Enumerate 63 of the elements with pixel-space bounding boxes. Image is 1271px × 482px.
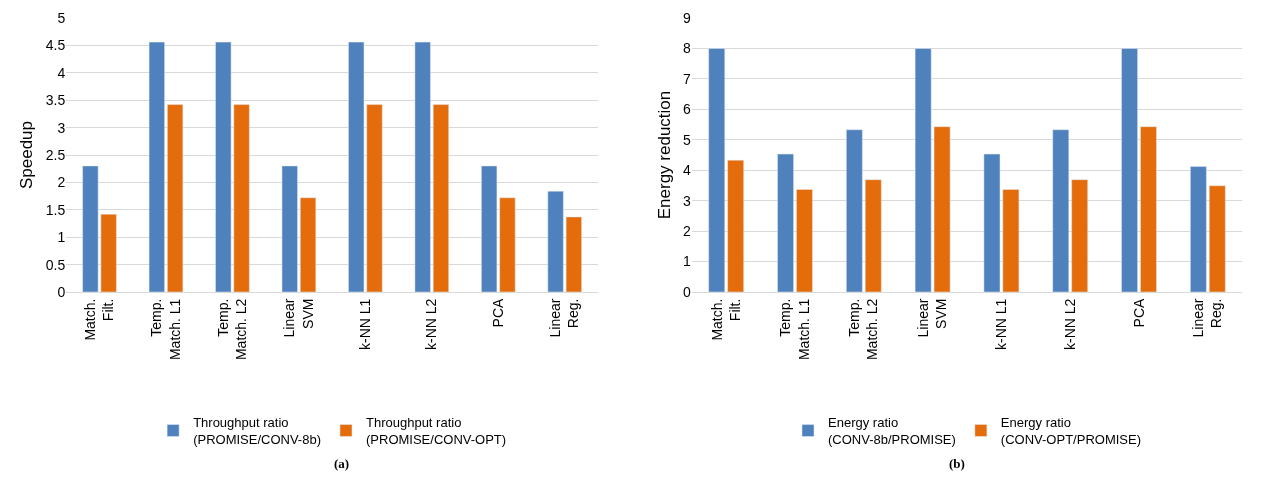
x-tick-label: k-NN L2 — [423, 298, 440, 350]
x-tick-label: Temp. Match. L1 — [777, 298, 812, 361]
y-tick-label: 3 — [57, 119, 66, 136]
y-tick-label: 6 — [683, 101, 691, 118]
y-tick-label: 3 — [683, 192, 691, 209]
bar — [846, 129, 863, 292]
legend-label: Throughput ratio (PROMISE/CONV-OPT) — [365, 415, 507, 447]
y-tick-label: 0.5 — [45, 256, 66, 273]
y-tick-label: 2.5 — [45, 146, 66, 163]
x-tick-label: Match. Filt. — [708, 298, 743, 341]
y-tick-label: 8 — [683, 40, 691, 57]
bar — [167, 104, 184, 292]
x-tick-label: Linear SVM — [915, 298, 950, 338]
x-tick-label: k-NN L1 — [992, 298, 1009, 350]
y-axis-title: Speedup — [17, 120, 37, 190]
y-tick-label: 4 — [57, 64, 66, 81]
x-tick-label: k-NN L1 — [356, 298, 373, 350]
x-tick-label: PCA — [489, 297, 506, 328]
y-tick-label: 2 — [683, 223, 691, 240]
y-tick-label: 2 — [57, 174, 66, 191]
bar — [864, 179, 882, 292]
bar — [1052, 129, 1070, 292]
legend-label: Throughput ratio (PROMISE/CONV-8b) — [193, 415, 321, 447]
bar — [708, 48, 726, 292]
x-tick-label: Linear SVM — [281, 298, 316, 338]
bar — [414, 41, 431, 292]
y-tick-label: 7 — [683, 70, 691, 87]
x-tick-label: Match. Filt. — [81, 298, 117, 341]
bar — [777, 153, 794, 292]
bar — [432, 104, 449, 292]
x-tick-label: Linear Reg. — [1190, 298, 1225, 338]
y-tick-label: 0 — [683, 283, 691, 300]
bar — [1071, 179, 1088, 292]
y-tick-label: 5 — [683, 131, 691, 148]
y-tick-label: 1.5 — [45, 201, 66, 218]
bar — [796, 189, 813, 292]
legend-label: Energy ratio (CONV-8b/PROMISE) — [828, 415, 956, 447]
bar — [300, 197, 317, 292]
y-tick-label: 1 — [683, 253, 691, 270]
x-tick-label: Temp. Match. L1 — [148, 298, 183, 361]
y-axis-title: Energy reduction — [654, 90, 674, 220]
bar — [1190, 166, 1207, 292]
bar — [727, 159, 744, 292]
y-tick-label: 4 — [683, 162, 691, 179]
y-tick-label: 9 — [683, 9, 691, 26]
bar — [148, 41, 165, 292]
x-tick-label: k-NN L2 — [1061, 298, 1078, 350]
bar — [1209, 185, 1226, 292]
bar — [1121, 48, 1138, 292]
text: (b) — [949, 456, 965, 471]
x-tick-label: Linear Reg. — [547, 298, 582, 338]
text: (a) — [334, 456, 350, 471]
y-tick-label: 3.5 — [45, 92, 66, 109]
bar — [1140, 126, 1157, 292]
y-tick-label: 0 — [57, 283, 66, 300]
bar — [281, 165, 298, 292]
x-tick-label: Temp. Match. L2 — [214, 298, 250, 361]
y-tick-label: 1 — [57, 229, 66, 246]
x-tick-label: Temp. Match. L2 — [846, 298, 881, 361]
x-tick-label: PCA — [1130, 297, 1147, 328]
y-tick-label: 5 — [57, 9, 66, 26]
legend-label: Energy ratio (CONV-OPT/PROMISE) — [1000, 415, 1141, 447]
y-tick-label: 4.5 — [45, 37, 66, 54]
